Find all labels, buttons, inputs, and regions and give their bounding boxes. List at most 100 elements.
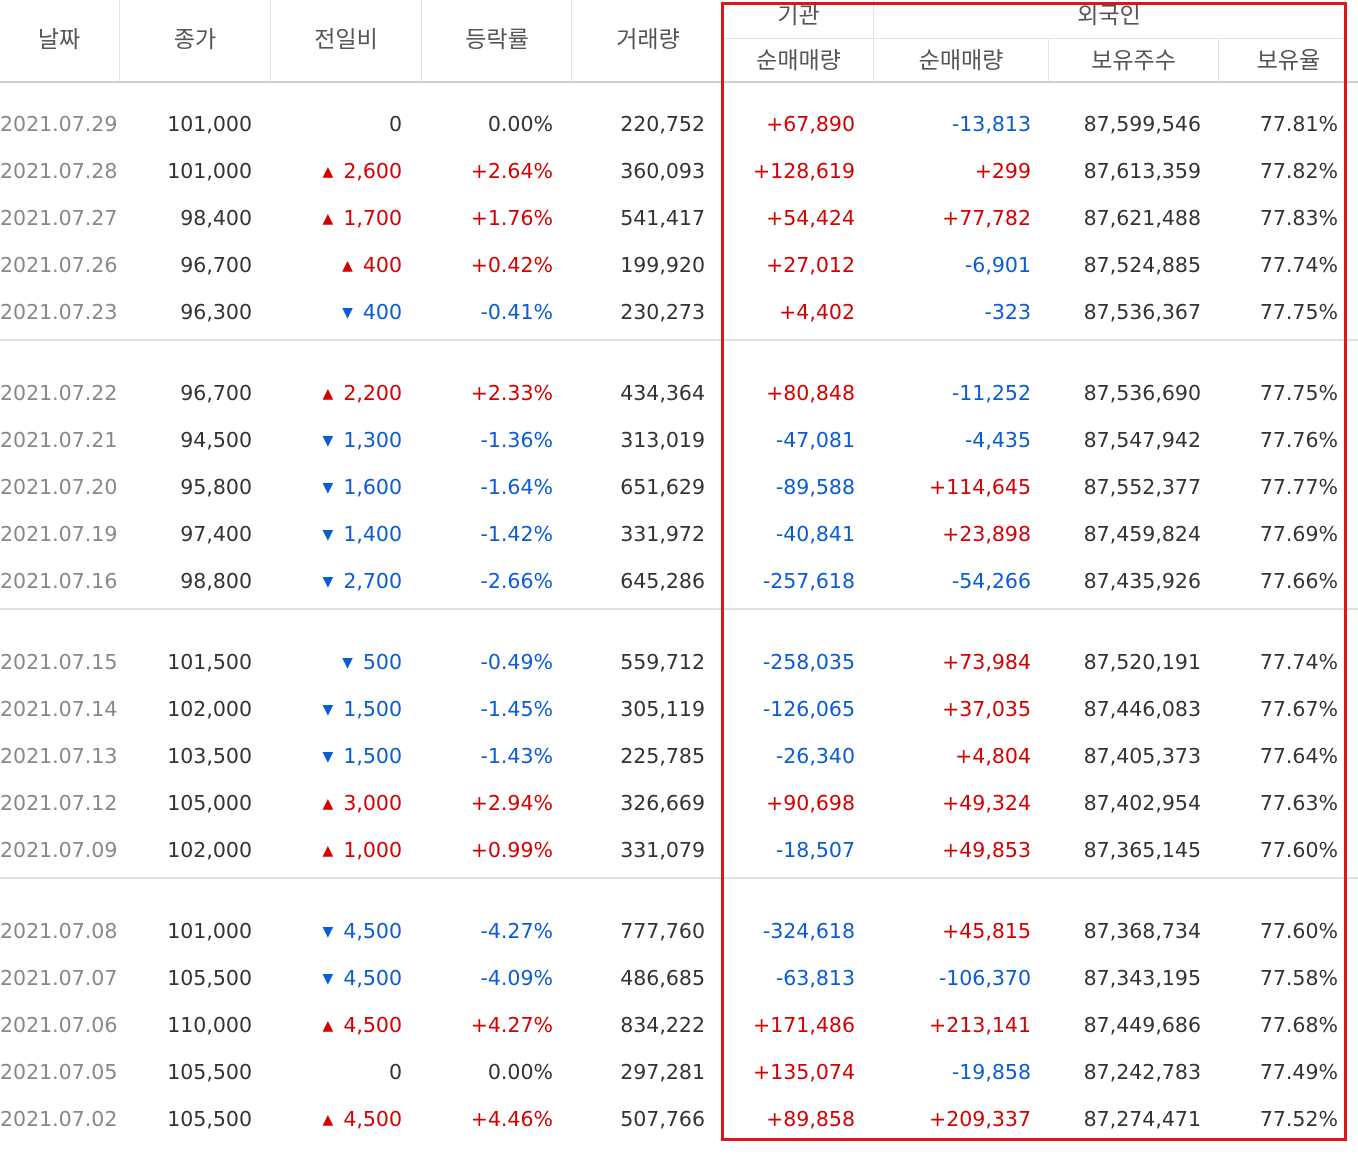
triangle-down-icon: ▼ (322, 433, 334, 449)
diff-value: 4,500 (343, 1013, 402, 1037)
header-rate[interactable]: 등락률 (465, 27, 529, 53)
table-row[interactable]: 2021.07.23 96,300 ▼ 400 -0.41% 230,273 +4,402 -… (0, 289, 1358, 336)
header-diff[interactable]: 전일비 (314, 27, 378, 53)
diff-value: 4,500 (343, 919, 402, 943)
header-date[interactable]: 날짜 (37, 27, 81, 53)
cell-close: 110,000 (167, 1013, 252, 1037)
cell-foreign-net: +49,853 (942, 838, 1031, 862)
cell-close: 101,000 (167, 919, 252, 943)
cell-rate: -4.27% (480, 919, 553, 943)
table-header: 날짜 종가 전일비 등락률 거래량 기관 외국인 순매매량 순매매량 보유주수 … (0, 0, 1358, 84)
cell-volume: 297,281 (620, 1060, 705, 1084)
cell-volume: 834,222 (620, 1013, 705, 1037)
cell-close: 96,700 (180, 253, 252, 277)
cell-foreign-net: +209,337 (929, 1107, 1031, 1131)
cell-diff: ▼ 1,300 (272, 417, 402, 464)
cell-foreign-ratio: 77.52% (1259, 1107, 1338, 1131)
table-row[interactable]: 2021.07.20 95,800 ▼ 1,600 -1.64% 651,629 -89,5… (0, 464, 1358, 511)
cell-volume: 220,752 (620, 112, 705, 136)
table-row[interactable]: 2021.07.16 98,800 ▼ 2,700 -2.66% 645,286 -257,… (0, 558, 1358, 605)
cell-rate: -0.41% (480, 300, 553, 324)
cell-foreign-net: +37,035 (942, 697, 1031, 721)
triangle-up-icon: ▲ (322, 1112, 334, 1128)
table-row[interactable]: 2021.07.02 105,500 ▲ 4,500 +4.46% 507,766 +89,… (0, 1096, 1358, 1143)
cell-volume: 507,766 (620, 1107, 705, 1131)
cell-foreign-holding: 87,599,546 (1083, 112, 1201, 136)
table-row[interactable]: 2021.07.09 102,000 ▲ 1,000 +0.99% 331,079 -18,… (0, 827, 1358, 874)
cell-inst-net: -126,065 (762, 697, 855, 721)
table-row[interactable]: 2021.07.13 103,500 ▼ 1,500 -1.43% 225,785 -26,… (0, 733, 1358, 780)
table-row[interactable]: 2021.07.14 102,000 ▼ 1,500 -1.45% 305,119 -126… (0, 686, 1358, 733)
diff-value: 1,300 (343, 428, 402, 452)
cell-foreign-net: -6,901 (964, 253, 1031, 277)
cell-diff: ▼ 1,400 (272, 511, 402, 558)
table-row[interactable]: 2021.07.08 101,000 ▼ 4,500 -4.27% 777,760 -324… (0, 908, 1358, 955)
cell-close: 103,500 (167, 744, 252, 768)
cell-inst-net: +54,424 (766, 206, 855, 230)
cell-date: 2021.07.02 (0, 1107, 118, 1131)
cell-close: 101,000 (167, 112, 252, 136)
cell-date: 2021.07.05 (0, 1060, 118, 1084)
diff-value: 400 (362, 253, 402, 277)
cell-diff: ▲ 4,500 (272, 1002, 402, 1049)
cell-rate: -1.43% (480, 744, 553, 768)
cell-date: 2021.07.22 (0, 381, 118, 405)
cell-date: 2021.07.13 (0, 744, 118, 768)
cell-diff: 0 (272, 101, 402, 148)
diff-value: 4,500 (343, 966, 402, 990)
cell-volume: 199,920 (620, 253, 705, 277)
header-foreign-ratio[interactable]: 보유율 (1256, 48, 1321, 74)
cell-inst-net: +128,619 (753, 159, 855, 183)
cell-close: 98,800 (180, 569, 252, 593)
table-row[interactable]: 2021.07.15 101,500 ▼ 500 -0.49% 559,712 -258,0… (0, 639, 1358, 686)
cell-foreign-ratio: 77.76% (1259, 428, 1338, 452)
cell-foreign-holding: 87,547,942 (1083, 428, 1201, 452)
cell-foreign-holding: 87,435,926 (1083, 569, 1201, 593)
header-volume[interactable]: 거래량 (616, 27, 680, 53)
cell-volume: 230,273 (620, 300, 705, 324)
triangle-down-icon: ▼ (342, 305, 353, 321)
table-row[interactable]: 2021.07.22 96,700 ▲ 2,200 +2.33% 434,364 +80,8… (0, 370, 1358, 417)
cell-rate: -1.42% (480, 522, 553, 546)
table-row[interactable]: 2021.07.05 105,500 0 0.00% 297,281 +135,074 -1… (0, 1049, 1358, 1096)
cell-diff: ▼ 2,700 (272, 558, 402, 605)
cell-foreign-ratio: 77.68% (1259, 1013, 1338, 1037)
diff-value: 1,400 (343, 522, 402, 546)
cell-inst-net: -40,841 (775, 522, 855, 546)
cell-foreign-holding: 87,405,373 (1083, 744, 1201, 768)
diff-value: 0 (388, 1060, 402, 1084)
header-foreign-holding[interactable]: 보유주수 (1091, 48, 1176, 74)
cell-volume: 326,669 (620, 791, 705, 815)
cell-foreign-holding: 87,459,824 (1083, 522, 1201, 546)
cell-date: 2021.07.26 (0, 253, 118, 277)
cell-foreign-ratio: 77.60% (1259, 838, 1338, 862)
cell-date: 2021.07.19 (0, 522, 118, 546)
cell-foreign-net: -11,252 (951, 381, 1031, 405)
table-row[interactable]: 2021.07.29 101,000 0 0.00% 220,752 +67,890 -13… (0, 101, 1358, 148)
triangle-up-icon: ▲ (322, 1018, 334, 1034)
header-inst-net[interactable]: 순매매량 (756, 48, 841, 74)
cell-foreign-net: +23,898 (942, 522, 1031, 546)
table-row[interactable]: 2021.07.26 96,700 ▲ 400 +0.42% 199,920 +27,012… (0, 242, 1358, 289)
diff-value: 1,500 (343, 744, 402, 768)
header-divider (421, 0, 422, 82)
cell-foreign-holding: 87,402,954 (1083, 791, 1201, 815)
table-row[interactable]: 2021.07.27 98,400 ▲ 1,700 +1.76% 541,417 +54,4… (0, 195, 1358, 242)
table-row[interactable]: 2021.07.07 105,500 ▼ 4,500 -4.09% 486,685 -63,… (0, 955, 1358, 1002)
cell-foreign-net: -4,435 (964, 428, 1031, 452)
table-row[interactable]: 2021.07.19 97,400 ▼ 1,400 -1.42% 331,972 -40,8… (0, 511, 1358, 558)
cell-rate: +0.99% (470, 838, 553, 862)
table-row[interactable]: 2021.07.06 110,000 ▲ 4,500 +4.27% 834,222 +171… (0, 1002, 1358, 1049)
cell-volume: 541,417 (620, 206, 705, 230)
header-close[interactable]: 종가 (173, 27, 217, 53)
table-row[interactable]: 2021.07.21 94,500 ▼ 1,300 -1.36% 313,019 -47,0… (0, 417, 1358, 464)
cell-inst-net: -324,618 (762, 919, 855, 943)
table-row[interactable]: 2021.07.12 105,000 ▲ 3,000 +2.94% 326,669 +90,… (0, 780, 1358, 827)
cell-foreign-net: +213,141 (929, 1013, 1031, 1037)
table-row[interactable]: 2021.07.28 101,000 ▲ 2,600 +2.64% 360,093 +128… (0, 148, 1358, 195)
cell-inst-net: -26,340 (775, 744, 855, 768)
cell-date: 2021.07.16 (0, 569, 118, 593)
cell-foreign-holding: 87,536,690 (1083, 381, 1201, 405)
triangle-up-icon: ▲ (322, 843, 334, 859)
header-foreign-net[interactable]: 순매매량 (918, 48, 1004, 74)
